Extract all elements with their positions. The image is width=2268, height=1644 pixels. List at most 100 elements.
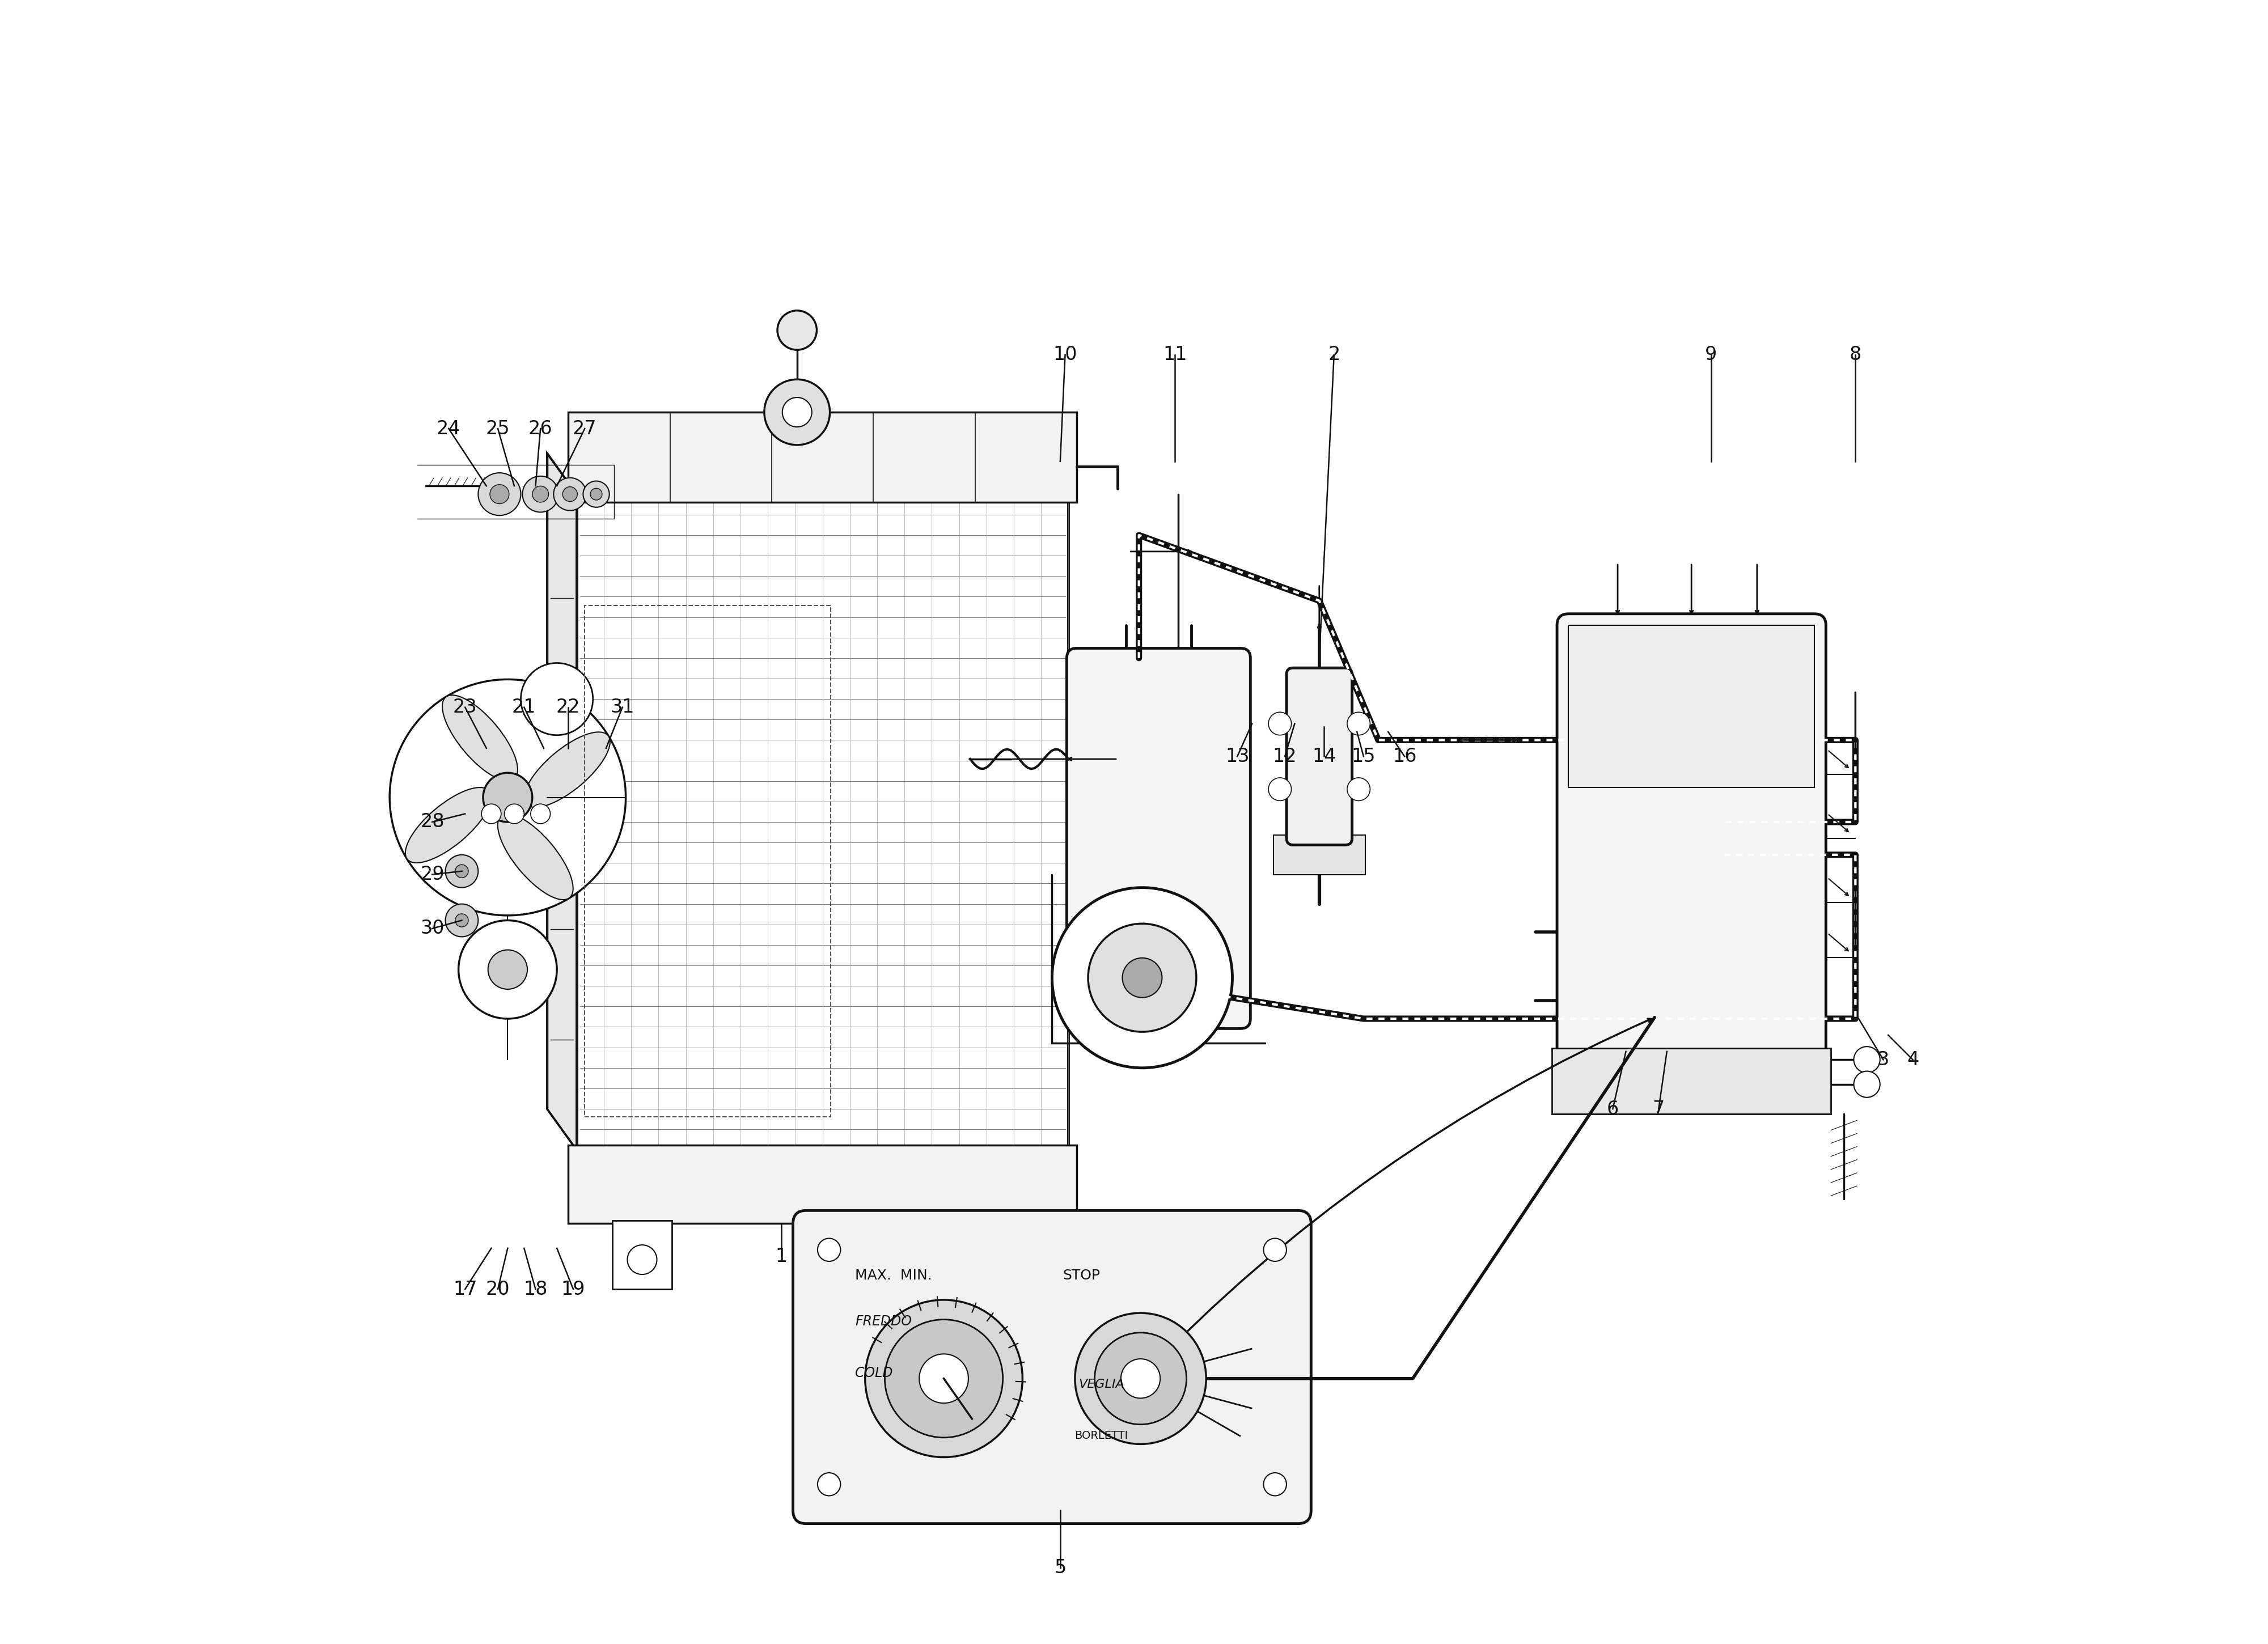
Circle shape	[562, 487, 578, 501]
Circle shape	[778, 311, 816, 350]
Circle shape	[1263, 1238, 1286, 1261]
Circle shape	[919, 1355, 968, 1402]
FancyBboxPatch shape	[1066, 648, 1250, 1029]
FancyBboxPatch shape	[1286, 667, 1352, 845]
Text: 16: 16	[1393, 746, 1417, 766]
FancyBboxPatch shape	[576, 495, 1068, 1149]
Circle shape	[816, 1473, 841, 1496]
Text: 22: 22	[556, 699, 581, 717]
Text: STOP: STOP	[1064, 1269, 1100, 1282]
Circle shape	[1120, 1360, 1161, 1397]
Circle shape	[522, 663, 592, 735]
FancyBboxPatch shape	[1569, 625, 1814, 787]
Circle shape	[533, 487, 549, 503]
Circle shape	[522, 477, 558, 513]
FancyBboxPatch shape	[794, 1210, 1311, 1524]
Text: COLD: COLD	[855, 1366, 894, 1379]
Text: 12: 12	[1272, 746, 1297, 766]
FancyBboxPatch shape	[1551, 1049, 1830, 1113]
Circle shape	[807, 1245, 837, 1274]
FancyBboxPatch shape	[973, 1220, 1032, 1289]
Text: 3: 3	[1878, 1051, 1889, 1069]
Text: 14: 14	[1313, 746, 1336, 766]
Text: VEGLIA: VEGLIA	[1077, 1379, 1125, 1389]
Circle shape	[479, 473, 522, 516]
Circle shape	[885, 1320, 1002, 1437]
Circle shape	[531, 804, 551, 824]
Text: 9: 9	[1706, 345, 1717, 365]
Ellipse shape	[497, 814, 574, 899]
Circle shape	[989, 1245, 1018, 1274]
Text: 24: 24	[435, 419, 460, 437]
Circle shape	[458, 921, 558, 1019]
Text: 31: 31	[610, 699, 635, 717]
Text: 28: 28	[420, 812, 445, 832]
Text: 15: 15	[1352, 746, 1377, 766]
Circle shape	[1052, 888, 1232, 1069]
Text: 4: 4	[1907, 1051, 1919, 1069]
Circle shape	[1347, 778, 1370, 801]
FancyBboxPatch shape	[569, 1144, 1077, 1223]
Text: 27: 27	[572, 419, 596, 437]
Text: 1: 1	[776, 1248, 787, 1266]
Text: 17: 17	[454, 1279, 476, 1299]
Circle shape	[583, 482, 610, 508]
Text: 2: 2	[1329, 345, 1340, 365]
Circle shape	[488, 950, 528, 990]
Text: 21: 21	[513, 699, 535, 717]
Circle shape	[1853, 1047, 1880, 1074]
Circle shape	[816, 1238, 841, 1261]
Text: 8: 8	[1848, 345, 1862, 365]
Text: 30: 30	[420, 919, 445, 939]
Text: 18: 18	[524, 1279, 547, 1299]
Text: 26: 26	[528, 419, 553, 437]
Circle shape	[1123, 958, 1161, 998]
Text: 25: 25	[485, 419, 510, 437]
Circle shape	[764, 380, 830, 446]
Circle shape	[1095, 1333, 1186, 1424]
Circle shape	[481, 804, 501, 824]
Circle shape	[1268, 778, 1290, 801]
Circle shape	[1853, 1072, 1880, 1098]
Text: 11: 11	[1163, 345, 1186, 365]
Circle shape	[864, 1300, 1023, 1457]
Ellipse shape	[524, 732, 610, 807]
Circle shape	[590, 488, 601, 500]
Circle shape	[456, 865, 467, 878]
Text: BORLETTI: BORLETTI	[1075, 1430, 1127, 1442]
Polygon shape	[547, 454, 576, 1149]
Circle shape	[1263, 1473, 1286, 1496]
FancyBboxPatch shape	[794, 1220, 853, 1289]
Text: 5: 5	[1055, 1559, 1066, 1577]
Circle shape	[490, 485, 508, 503]
Circle shape	[1268, 712, 1290, 735]
Text: 23: 23	[454, 699, 476, 717]
Text: 7: 7	[1653, 1100, 1665, 1118]
Text: 20: 20	[485, 1279, 510, 1299]
Circle shape	[553, 478, 587, 511]
Ellipse shape	[406, 787, 492, 863]
Text: 13: 13	[1225, 746, 1250, 766]
FancyBboxPatch shape	[612, 1220, 671, 1289]
Ellipse shape	[442, 695, 517, 781]
FancyBboxPatch shape	[569, 413, 1077, 503]
Circle shape	[1075, 1314, 1207, 1443]
Circle shape	[445, 904, 479, 937]
Circle shape	[456, 914, 467, 927]
Text: 6: 6	[1606, 1100, 1619, 1118]
FancyBboxPatch shape	[1272, 835, 1365, 875]
Circle shape	[1347, 712, 1370, 735]
Circle shape	[628, 1245, 658, 1274]
Text: MAX.  MIN.: MAX. MIN.	[855, 1269, 932, 1282]
FancyBboxPatch shape	[1558, 613, 1826, 1064]
Circle shape	[503, 804, 524, 824]
Text: FREDDO: FREDDO	[855, 1314, 912, 1328]
Text: 29: 29	[420, 865, 445, 884]
Circle shape	[1089, 924, 1195, 1032]
Circle shape	[483, 773, 533, 822]
Text: 10: 10	[1052, 345, 1077, 365]
Text: 19: 19	[560, 1279, 585, 1299]
Circle shape	[445, 855, 479, 888]
Circle shape	[782, 398, 812, 427]
Circle shape	[390, 679, 626, 916]
